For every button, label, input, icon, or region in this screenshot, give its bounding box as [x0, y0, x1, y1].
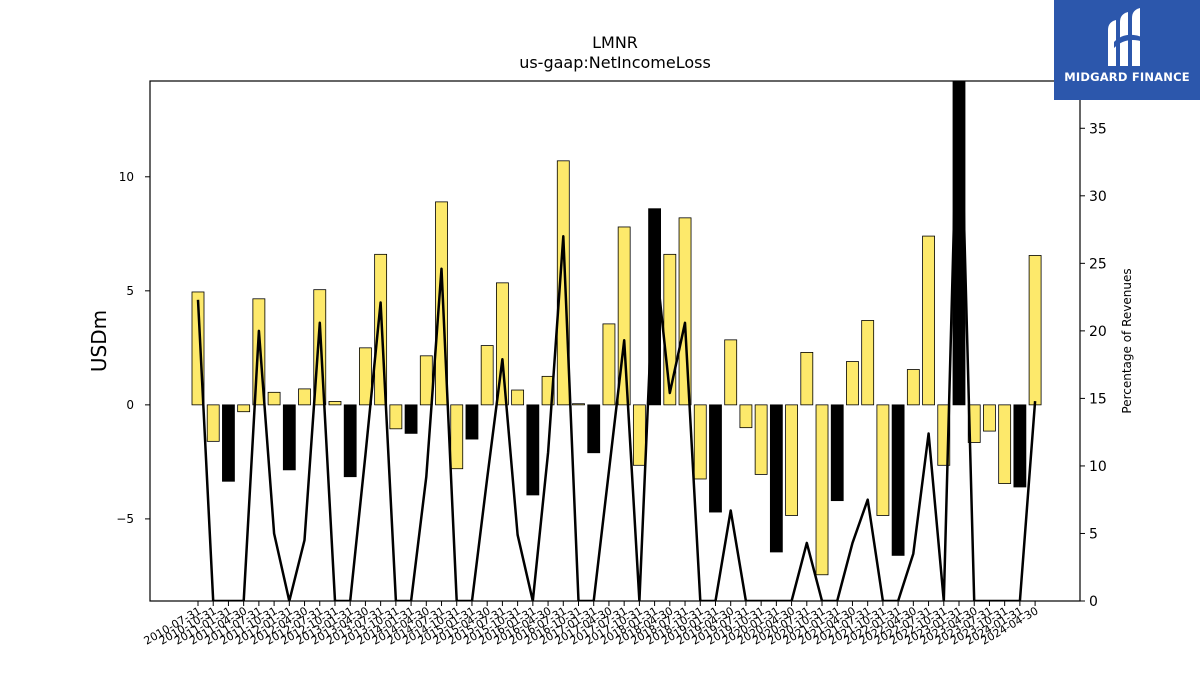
- bar-2020-07-31: [800, 352, 814, 406]
- bar-2010-10-31: [206, 404, 220, 442]
- bar-2014-04-30: [419, 355, 433, 406]
- y-axis-right: 0 5 10 15 20 25 30 35: [1080, 121, 1107, 610]
- bar-2014-01-31: [404, 404, 418, 434]
- bar-2019-10-31: [754, 404, 768, 475]
- percentage-of-revenues-line: [196, 81, 1037, 601]
- bar-2024-04-30: [1028, 255, 1042, 406]
- bar-2015-01-31: [465, 404, 479, 440]
- bar-series: [191, 81, 1042, 576]
- bar-2020-10-31: [815, 404, 829, 576]
- percentage-line-series: [196, 81, 1037, 601]
- bar-2024-01-31: [1013, 404, 1027, 488]
- brand-logo: MIDGARD FINANCE: [1054, 0, 1200, 100]
- bar-2018-07-31: [678, 217, 692, 406]
- bar-2016-01-31: [526, 404, 540, 496]
- bar-2017-01-31: [587, 404, 601, 454]
- chart-title: LMNR: [592, 33, 638, 52]
- y-tick-label: 5: [126, 284, 134, 298]
- y-axis-left: −5 0 5 10: [116, 170, 150, 526]
- y2-tick-label: 5: [1089, 526, 1098, 542]
- bar-2015-10-31: [511, 389, 525, 406]
- bar-2017-04-30: [602, 323, 616, 406]
- bar-2022-07-31: [922, 235, 935, 406]
- bar-2016-07-31: [556, 160, 570, 406]
- bar-2011-10-31: [267, 391, 281, 406]
- bar-2022-04-30: [906, 369, 920, 406]
- y2-tick-label: 25: [1089, 256, 1107, 272]
- bar-2020-01-31: [769, 404, 783, 553]
- bar-2011-01-31: [222, 404, 235, 482]
- bar-2011-04-30: [237, 404, 251, 413]
- x-axis: 2010-07-312010-10-312011-01-312011-04-30…: [142, 601, 1041, 648]
- bar-2019-04-30: [724, 339, 738, 406]
- bar-2016-10-31: [572, 403, 585, 406]
- bar-2012-01-31: [282, 404, 296, 471]
- bar-2023-07-31: [983, 404, 996, 432]
- y-tick-label: −5: [116, 512, 134, 526]
- y2-tick-label: 30: [1089, 189, 1107, 205]
- bar-2018-10-31: [693, 404, 707, 480]
- y2-tick-label: 35: [1089, 121, 1107, 137]
- y2-tick-label: 20: [1089, 324, 1107, 340]
- y2-tick-label: 15: [1089, 391, 1107, 407]
- bar-2023-10-31: [998, 404, 1012, 484]
- bar-2019-01-31: [709, 404, 722, 513]
- bar-2021-07-31: [861, 320, 875, 406]
- brand-logo-text: MIDGARD FINANCE: [1064, 70, 1190, 84]
- y-tick-label: 0: [126, 398, 134, 412]
- bar-2013-04-30: [359, 347, 372, 406]
- bar-2012-04-30: [298, 388, 311, 406]
- bar-2017-10-31: [632, 404, 646, 466]
- plot-frame: [149, 80, 1081, 602]
- y2-tick-label: 10: [1089, 459, 1107, 475]
- bar-2015-04-30: [480, 345, 494, 406]
- bar-2013-01-31: [343, 404, 357, 478]
- y-axis-label: USDm: [87, 310, 111, 372]
- bar-2021-10-31: [876, 404, 890, 516]
- logo-mark-icon: [1108, 8, 1144, 66]
- bar-2020-04-30: [785, 404, 798, 516]
- y2-axis-label: Percentage of Revenues: [1120, 268, 1134, 413]
- bar-2019-07-31: [739, 404, 753, 429]
- bar-2022-01-31: [891, 404, 905, 556]
- bar-2021-01-31: [830, 404, 844, 502]
- y-tick-label: 10: [119, 170, 134, 184]
- y2-tick-label: 0: [1089, 594, 1098, 610]
- bar-2013-10-31: [389, 404, 403, 430]
- chart-subtitle: us-gaap:NetIncomeLoss: [519, 53, 711, 72]
- bar-2021-04-30: [846, 361, 859, 406]
- bar-2012-10-31: [328, 401, 342, 406]
- bar-2014-10-31: [450, 404, 464, 470]
